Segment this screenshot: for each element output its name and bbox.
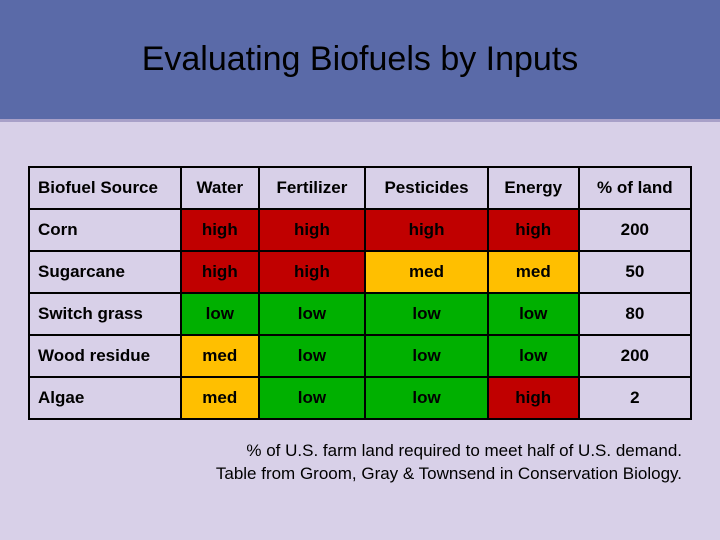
row-source: Sugarcane — [29, 251, 181, 293]
table-cell: 80 — [579, 293, 691, 335]
table-cell: high — [181, 251, 259, 293]
table-row: Cornhighhighhighhigh200 — [29, 209, 691, 251]
col-header: % of land — [579, 167, 691, 209]
table-cell: high — [488, 377, 579, 419]
table-cell: low — [259, 293, 366, 335]
row-source: Algae — [29, 377, 181, 419]
table-cell: 200 — [579, 209, 691, 251]
slide-title: Evaluating Biofuels by Inputs — [142, 40, 579, 79]
col-header: Energy — [488, 167, 579, 209]
table-cell: low — [488, 335, 579, 377]
table-cell: low — [259, 377, 366, 419]
table-cell: high — [259, 209, 366, 251]
slide-content: Biofuel Source Water Fertilizer Pesticid… — [0, 122, 720, 486]
row-source: Wood residue — [29, 335, 181, 377]
table-header-row: Biofuel Source Water Fertilizer Pesticid… — [29, 167, 691, 209]
table-cell: 50 — [579, 251, 691, 293]
table-cell: med — [181, 377, 259, 419]
table-cell: high — [181, 209, 259, 251]
table-cell: low — [488, 293, 579, 335]
table-cell: low — [181, 293, 259, 335]
table-cell: low — [259, 335, 366, 377]
table-cell: 2 — [579, 377, 691, 419]
table-cell: low — [365, 335, 488, 377]
table-row: Sugarcanehighhighmedmed50 — [29, 251, 691, 293]
col-header: Biofuel Source — [29, 167, 181, 209]
row-source: Switch grass — [29, 293, 181, 335]
table-cell: high — [259, 251, 366, 293]
col-header: Water — [181, 167, 259, 209]
table-body: Cornhighhighhighhigh200Sugarcanehighhigh… — [29, 209, 691, 419]
biofuels-table: Biofuel Source Water Fertilizer Pesticid… — [28, 166, 692, 420]
table-cell: high — [488, 209, 579, 251]
table-cell: low — [365, 293, 488, 335]
caption-line: Table from Groom, Gray & Townsend in Con… — [28, 463, 682, 486]
table-row: Wood residuemedlowlowlow200 — [29, 335, 691, 377]
table-row: Algaemedlowlowhigh2 — [29, 377, 691, 419]
table-cell: low — [365, 377, 488, 419]
row-source: Corn — [29, 209, 181, 251]
col-header: Pesticides — [365, 167, 488, 209]
table-cell: high — [365, 209, 488, 251]
title-bar: Evaluating Biofuels by Inputs — [0, 0, 720, 122]
table-row: Switch grasslowlowlowlow80 — [29, 293, 691, 335]
table-cell: 200 — [579, 335, 691, 377]
table-cell: med — [365, 251, 488, 293]
caption: % of U.S. farm land required to meet hal… — [28, 440, 692, 486]
caption-line: % of U.S. farm land required to meet hal… — [28, 440, 682, 463]
table-cell: med — [488, 251, 579, 293]
col-header: Fertilizer — [259, 167, 366, 209]
table-cell: med — [181, 335, 259, 377]
